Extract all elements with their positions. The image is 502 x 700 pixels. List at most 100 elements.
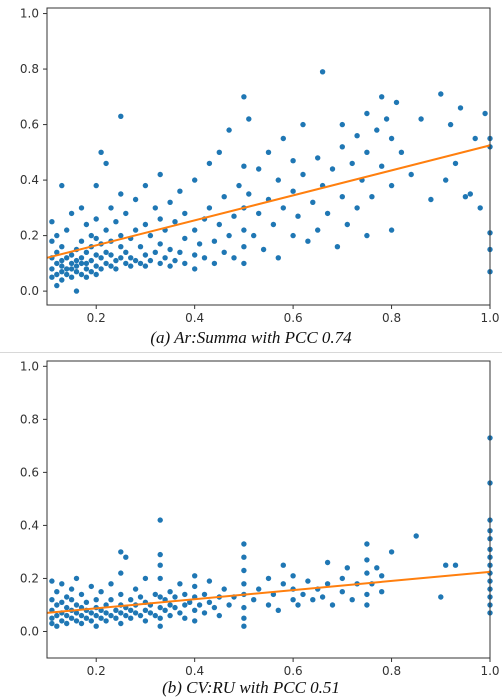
data-point (54, 282, 60, 289)
data-point (137, 594, 144, 600)
y-tick-label: 1.0 (20, 7, 39, 21)
data-point (118, 610, 124, 616)
data-point (201, 591, 208, 598)
data-point (142, 221, 149, 228)
data-point (68, 210, 75, 217)
data-point (128, 607, 134, 613)
data-point (68, 615, 75, 621)
data-point (364, 110, 370, 117)
data-point (98, 589, 104, 595)
data-point (93, 271, 99, 278)
data-point (379, 163, 385, 169)
data-point (172, 257, 178, 264)
data-point (152, 205, 158, 211)
data-point (103, 249, 109, 255)
data-point (108, 581, 114, 587)
data-point (54, 271, 60, 278)
data-point (137, 260, 144, 267)
data-point (310, 199, 316, 205)
data-point (305, 578, 311, 584)
data-point (118, 191, 124, 197)
data-point (413, 533, 419, 539)
data-point (73, 610, 80, 616)
data-point (310, 597, 316, 603)
data-point (177, 249, 183, 255)
x-tick-label: 0.8 (382, 311, 401, 325)
data-point (280, 205, 286, 211)
data-point (68, 274, 75, 280)
data-point (374, 565, 380, 571)
data-point (157, 575, 163, 582)
data-point (68, 266, 75, 272)
data-point (364, 602, 370, 608)
data-point (142, 575, 149, 582)
data-point (211, 260, 218, 267)
x-tick-label: 1.0 (480, 311, 499, 325)
data-point (83, 615, 90, 621)
data-point (270, 221, 277, 228)
data-point (246, 191, 252, 197)
data-point (63, 620, 70, 627)
data-point (59, 244, 65, 250)
data-point (162, 255, 168, 261)
data-point (54, 249, 60, 255)
regression-line (46, 570, 491, 614)
data-point (78, 271, 85, 278)
data-point (364, 541, 370, 547)
data-point (113, 219, 119, 225)
data-point (187, 599, 193, 605)
data-point (59, 269, 65, 275)
data-point (206, 599, 213, 605)
x-tick-label: 0.6 (284, 311, 303, 325)
data-point (241, 94, 247, 100)
data-point (256, 166, 262, 172)
data-point (211, 604, 218, 611)
data-point (83, 260, 90, 267)
data-point (128, 597, 134, 603)
data-point (73, 263, 80, 269)
data-point (201, 255, 208, 261)
data-point (443, 562, 449, 568)
data-point (339, 575, 345, 582)
data-point (132, 610, 139, 616)
data-point (241, 227, 247, 233)
data-point (152, 591, 158, 598)
data-point (280, 135, 286, 142)
data-point (63, 271, 70, 278)
data-point (78, 591, 85, 598)
data-point (93, 252, 99, 258)
data-point (241, 163, 247, 169)
y-tick-label: 0.2 (20, 571, 39, 585)
data-point (241, 567, 247, 574)
data-point (290, 232, 296, 239)
data-point (78, 260, 85, 267)
chart-caption-a: (a) Ar:Summa with PCC 0.74 (150, 328, 352, 347)
data-point (388, 549, 395, 555)
data-point (103, 618, 109, 624)
data-point (59, 182, 65, 189)
data-point (118, 549, 124, 555)
data-point (241, 541, 247, 547)
data-point (290, 158, 296, 164)
data-point (364, 557, 370, 563)
data-point (275, 255, 281, 261)
y-tick-label: 0.2 (20, 229, 39, 243)
scatter-chart-a: 0.2 0.4 0.6 0.8 1.0 0.0 0.2 0.4 0.6 0.8 1.0 (20, 7, 500, 325)
data-point (63, 227, 70, 233)
data-point (260, 246, 267, 253)
data-point (482, 110, 488, 117)
data-point (167, 199, 173, 205)
data-point (73, 269, 80, 275)
data-point (364, 149, 370, 155)
panel-divider (0, 352, 502, 353)
data-point (329, 166, 336, 172)
data-point (201, 610, 208, 616)
data-point (167, 246, 173, 253)
data-point (103, 227, 109, 233)
data-point (49, 219, 55, 225)
y-tick-label: 1.0 (20, 359, 39, 373)
data-point (196, 241, 203, 247)
data-point (315, 155, 321, 161)
data-point (172, 219, 178, 225)
data-point (364, 591, 370, 598)
